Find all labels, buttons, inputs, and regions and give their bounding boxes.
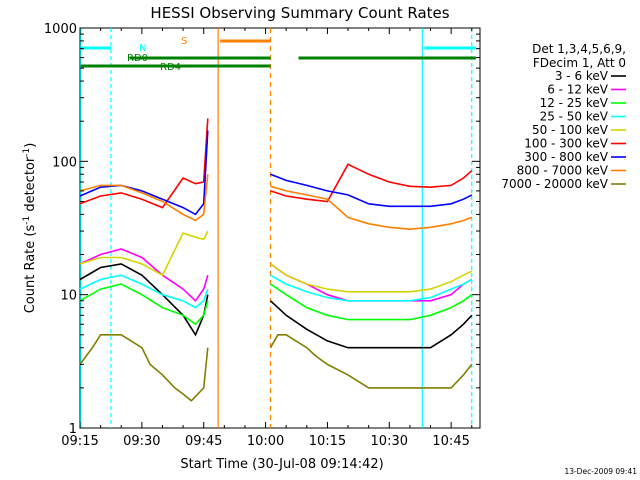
x-tick-label-6: 10:45 [432,434,469,449]
x-tick-label-1: 09:30 [123,434,160,449]
legend-label-8: 7000 - 20000 keV [501,177,608,191]
legend-label-4: 50 - 100 keV [532,123,609,137]
y-axis-label-tail: detector [23,156,38,216]
y-axis-label-close: ) [23,143,38,148]
legend-label-5: 100 - 300 keV [524,137,608,151]
series-line-1-1 [271,264,472,301]
legend-header-2: FDecim 1, Att 0 [533,56,626,70]
legend-label-2: 12 - 25 keV [540,96,609,110]
series-line-1-0 [80,249,208,301]
y-tick-label-1: 10 [60,289,77,304]
series-line-3-0 [80,275,208,307]
legend-label-1: 6 - 12 keV [547,83,609,97]
legend-label-7: 800 - 7000 keV [517,164,609,178]
y-tick-label-2: 100 [52,155,77,170]
x-tick-label-2: 09:45 [185,434,222,449]
x-axis-label: Start Time (30-Jul-08 09:14:42) [180,457,383,472]
x-tick-label-0: 09:15 [61,434,98,449]
series-line-8-0 [80,335,208,401]
series-line-0-0 [80,264,208,335]
y-axis-label-part: Count Rate (s [23,225,38,314]
y-axis-label: Count Rate (s-1 detector-1) [22,143,38,314]
x-tick-label-5: 10:30 [371,434,408,449]
series-line-6-0 [80,131,208,215]
legend: Det 1,3,4,5,6,9, FDecim 1, Att 0 [532,42,626,70]
chart: HESSI Observing Summary Count Rates NRD0… [0,0,640,480]
flag-label-1: RD0 [127,53,148,64]
series-line-5-1 [271,164,472,201]
series-line-8-1 [271,335,472,388]
series-lines [80,118,472,400]
legend-label-0: 3 - 6 keV [555,69,609,83]
series-line-7-1 [271,186,472,229]
x-tick-label-4: 10:15 [309,434,346,449]
legend-header-1: Det 1,3,4,5,6,9, [532,42,626,56]
y-axis-label-sup2: -1 [22,148,32,157]
series-line-6-1 [271,174,472,206]
series-line-4-1 [271,264,472,292]
chart-title: HESSI Observing Summary Count Rates [150,4,449,22]
timestamp: 13-Dec-2009 09:41 [564,467,637,476]
y-tick-label-0: 1 [69,422,77,437]
x-tick-label-3: 10:00 [247,434,284,449]
x-axis-ticks: 09:15 09:30 09:45 10:00 10:15 10:30 10:45 [61,28,471,449]
series-line-0-1 [271,301,472,348]
legend-label-6: 300 - 800 keV [524,150,608,164]
flag-label-3: S [181,36,187,47]
legend-label-3: 25 - 50 keV [540,110,609,124]
y-tick-label-3: 1000 [44,22,77,37]
y-axis-label-sup: -1 [22,216,32,225]
flag-label-2: RD4 [160,62,181,73]
